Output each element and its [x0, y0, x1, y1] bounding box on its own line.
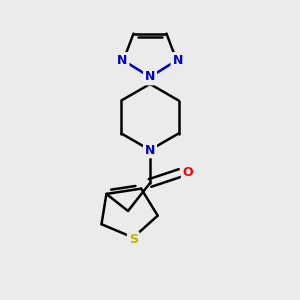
Text: S: S	[129, 233, 138, 246]
Text: N: N	[145, 143, 155, 157]
Text: N: N	[172, 54, 183, 67]
Text: O: O	[183, 167, 193, 179]
Text: N: N	[117, 54, 128, 67]
Text: N: N	[145, 70, 155, 83]
